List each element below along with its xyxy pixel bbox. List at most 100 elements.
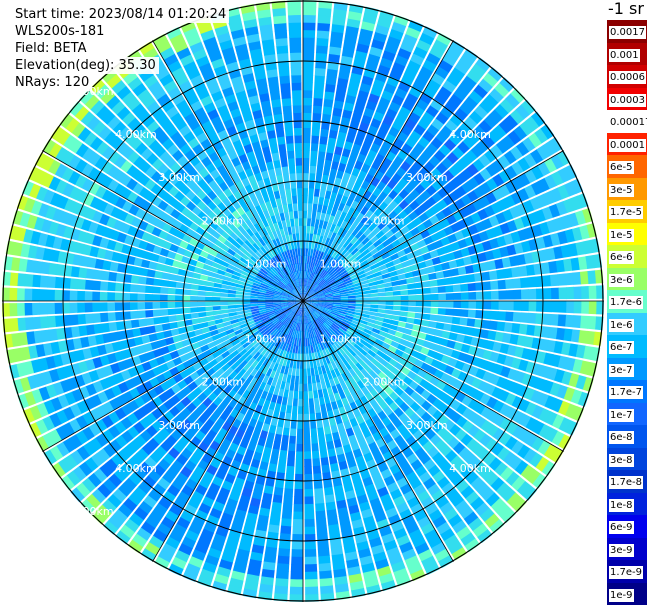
heatmap-cell xyxy=(281,243,287,252)
heatmap-cell xyxy=(568,343,579,357)
heatmap-cell xyxy=(362,304,372,308)
heatmap-cell xyxy=(259,430,268,440)
heatmap-cell xyxy=(147,438,160,451)
heatmap-cell xyxy=(195,261,205,269)
heatmap-cell xyxy=(313,265,319,274)
heatmap-cell xyxy=(173,253,184,262)
heatmap-cell xyxy=(453,301,462,309)
heatmap-cell xyxy=(250,308,259,313)
heatmap-cell xyxy=(224,177,235,188)
heatmap-cell xyxy=(140,334,151,344)
heatmap-cell xyxy=(223,239,233,248)
heatmap-cell xyxy=(353,57,366,68)
heatmap-cell xyxy=(437,362,448,372)
heatmap-cell xyxy=(254,116,265,127)
heatmap-cell xyxy=(265,233,272,243)
heatmap-cell xyxy=(72,466,87,482)
heatmap-cell xyxy=(365,60,379,72)
heatmap-cell xyxy=(55,441,70,458)
heatmap-cell xyxy=(293,503,303,513)
heatmap-cell xyxy=(70,487,85,503)
heatmap-cell xyxy=(96,448,111,463)
heatmap-cell xyxy=(169,33,185,47)
heatmap-cell xyxy=(224,342,234,351)
heatmap-cell xyxy=(271,317,279,324)
heatmap-cell xyxy=(356,153,367,164)
heatmap-cell xyxy=(314,319,320,328)
heatmap-cell xyxy=(308,187,315,197)
heatmap-cell xyxy=(346,87,359,98)
heatmap-cell xyxy=(75,415,88,430)
heatmap-cell xyxy=(241,253,251,262)
heatmap-cell xyxy=(215,367,225,377)
heatmap-cell xyxy=(505,421,519,435)
heatmap-cell xyxy=(272,230,279,240)
colorbar-tick-label: 3e-8 xyxy=(609,453,634,467)
heatmap-cell xyxy=(283,488,294,497)
heatmap-cell xyxy=(393,301,402,306)
heatmap-cell xyxy=(244,239,253,248)
heatmap-cell xyxy=(88,181,101,196)
heatmap-cell xyxy=(217,391,228,401)
heatmap-cell xyxy=(266,272,274,279)
heatmap-cell xyxy=(236,50,250,62)
heatmap-cell xyxy=(448,514,463,528)
heatmap-cell xyxy=(290,305,298,312)
heatmap-cell xyxy=(306,353,310,362)
heatmap-cell xyxy=(310,256,315,265)
heatmap-cell xyxy=(368,315,378,321)
heatmap-cell xyxy=(254,277,263,283)
heatmap-cell xyxy=(280,295,289,298)
heatmap-cell xyxy=(212,296,221,301)
heatmap-cell xyxy=(304,473,313,483)
heatmap-cell xyxy=(139,326,149,336)
heatmap-cell xyxy=(296,270,300,279)
heatmap-cell xyxy=(312,465,322,475)
heatmap-cell xyxy=(151,366,163,377)
heatmap-cell xyxy=(460,343,471,354)
heatmap-cell xyxy=(309,303,318,308)
heatmap-cell xyxy=(203,377,214,387)
heatmap-cell xyxy=(506,492,522,508)
heatmap-cell xyxy=(504,392,517,406)
heatmap-cell xyxy=(295,451,303,460)
heatmap-cell xyxy=(463,452,477,466)
heatmap-cell xyxy=(96,504,112,520)
heatmap-cell xyxy=(82,193,95,207)
heatmap-cell xyxy=(182,359,193,369)
heatmap-cell xyxy=(359,555,374,567)
heatmap-cell xyxy=(131,102,146,117)
heatmap-cell xyxy=(227,193,237,204)
heatmap-cell xyxy=(348,376,357,386)
heatmap-cell xyxy=(310,428,318,437)
heatmap-cell xyxy=(214,318,224,325)
heatmap-cell xyxy=(250,368,258,378)
heatmap-cell xyxy=(50,341,61,355)
heatmap-cell xyxy=(336,399,344,409)
heatmap-cell xyxy=(174,73,189,86)
heatmap-cell xyxy=(275,570,289,580)
heatmap-cell xyxy=(237,368,247,378)
heatmap-cell xyxy=(438,414,450,427)
heatmap-cell xyxy=(335,492,346,502)
heatmap-cell xyxy=(352,448,363,459)
heatmap-cell xyxy=(60,475,75,491)
heatmap-cell xyxy=(314,188,320,197)
heatmap-cell xyxy=(330,191,338,201)
heatmap-cell xyxy=(319,325,326,333)
heatmap-cell xyxy=(303,149,310,159)
heatmap-cell xyxy=(244,519,257,530)
heatmap-cell xyxy=(303,127,311,136)
heatmap-cell xyxy=(55,179,68,194)
heatmap-cell xyxy=(297,263,300,272)
heatmap-cell xyxy=(49,192,62,207)
heatmap-cell xyxy=(500,466,514,482)
heatmap-cell xyxy=(419,326,429,334)
heatmap-cell xyxy=(399,311,409,317)
heatmap-cell xyxy=(250,386,259,396)
colorbar-tick-label: 3e-5 xyxy=(609,183,634,197)
heatmap-cell xyxy=(315,234,321,243)
heatmap-cell xyxy=(323,340,330,349)
heatmap-cell xyxy=(231,322,240,329)
heatmap-cell xyxy=(274,330,281,338)
